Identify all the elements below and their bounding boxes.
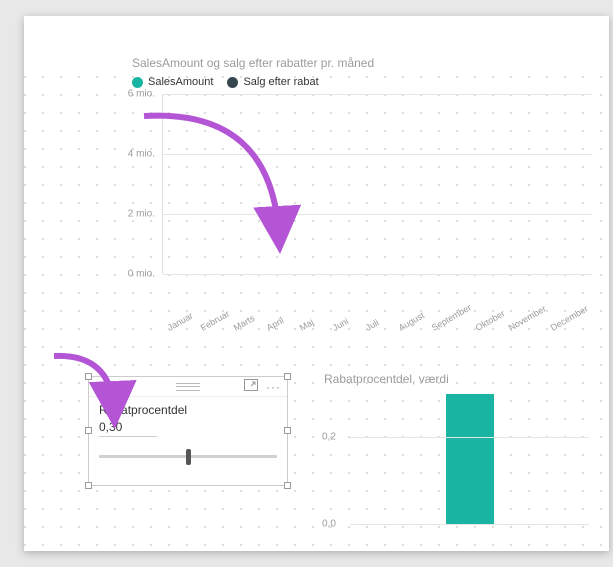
bars-container (169, 94, 592, 274)
legend-label: Salg efter rabat (243, 76, 318, 88)
slicer-slider[interactable] (99, 455, 277, 458)
legend-label: SalesAmount (148, 76, 213, 88)
y-tick-label: 0 mio. (128, 269, 155, 280)
chart-title: SalesAmount og salg efter rabatter pr. m… (132, 56, 592, 70)
y-axis: 0 mio.2 mio.4 mio.6 mio. (125, 94, 159, 274)
y-tick-label: 2 mio. (128, 209, 155, 220)
x-tick-label: December (548, 303, 599, 350)
slicer-visual[interactable]: ··· Rabatprocentdel 0,30 (88, 376, 288, 486)
slider-thumb[interactable] (186, 449, 191, 465)
y-tick-label: 0,0 (322, 519, 336, 530)
resize-handle[interactable] (85, 427, 92, 434)
bar (446, 394, 494, 524)
legend-swatch-icon (132, 77, 143, 88)
chart-plot-area: 0,00,2 (350, 394, 589, 524)
x-axis: JanuarFebruarMartsAprilMajJuniJuliAugust… (168, 316, 592, 346)
slicer-field-label: Rabatprocentdel (99, 403, 277, 417)
chart-legend: SalesAmount Salg efter rabat (132, 76, 592, 88)
legend-item-salg-efter-rabat[interactable]: Salg efter rabat (227, 76, 318, 88)
y-tick-label: 4 mio. (128, 149, 155, 160)
focus-mode-icon[interactable] (244, 379, 258, 394)
chart-title: Rabatprocentdel, værdi (324, 372, 589, 386)
chart-plot-area: 0 mio.2 mio.4 mio.6 mio. (162, 94, 592, 274)
legend-swatch-icon (227, 77, 238, 88)
grouped-bar-chart[interactable]: SalesAmount og salg efter rabatter pr. m… (132, 56, 592, 316)
slicer-header[interactable]: ··· (89, 377, 287, 397)
more-options-icon[interactable]: ··· (266, 380, 281, 394)
legend-item-salesamount[interactable]: SalesAmount (132, 76, 213, 88)
drag-grip-icon[interactable] (176, 383, 200, 391)
y-tick-label: 6 mio. (128, 89, 155, 100)
y-tick-label: 0,2 (322, 432, 336, 443)
slicer-value-input[interactable]: 0,30 (99, 420, 157, 437)
report-canvas: SalesAmount og salg efter rabatter pr. m… (24, 16, 609, 551)
resize-handle[interactable] (284, 427, 291, 434)
resize-handle[interactable] (284, 482, 291, 489)
value-bar-chart[interactable]: Rabatprocentdel, værdi 0,00,2 (324, 372, 589, 542)
resize-handle[interactable] (85, 482, 92, 489)
